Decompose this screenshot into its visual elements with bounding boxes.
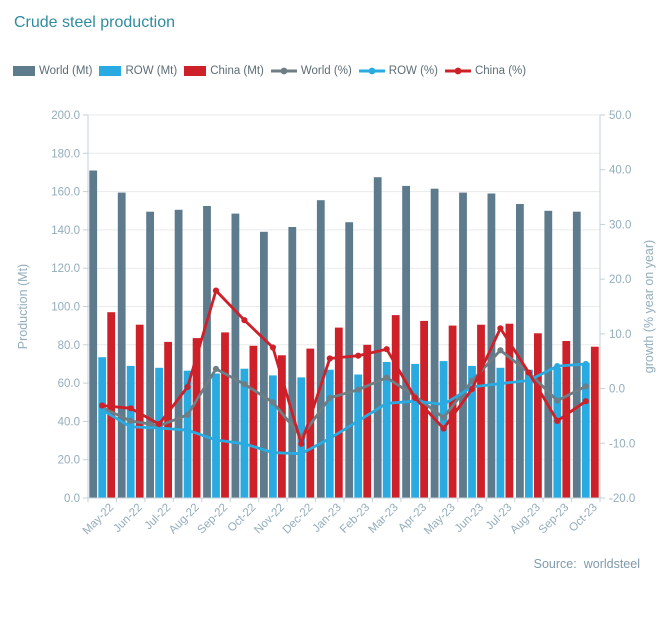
legend-line-swatch-icon (270, 67, 297, 75)
chart-title: Crude steel production (14, 14, 175, 31)
legend-item-china[interactable]: China (%) (444, 65, 527, 77)
svg-text:0.0: 0.0 (64, 493, 80, 505)
legend-bar-swatch-icon (99, 66, 122, 76)
svg-text:Jun-23: Jun-23 (453, 502, 486, 535)
source-note: Source: worldsteel (534, 557, 640, 571)
svg-text:-20.0: -20.0 (609, 493, 635, 505)
source-value: worldsteel (583, 557, 640, 571)
svg-text:80.0: 80.0 (58, 340, 80, 352)
legend-item-row[interactable]: ROW (%) (358, 65, 438, 77)
legend-item-label: ROW (%) (388, 65, 438, 77)
legend-item-label: China (Mt) (210, 65, 264, 77)
axes (83, 114, 605, 502)
chart-legend: World (Mt) ROW (Mt) China (Mt) World (%) ROW… (13, 63, 526, 79)
svg-text:Oct-23: Oct-23 (567, 502, 600, 535)
svg-text:120.0: 120.0 (51, 263, 80, 275)
svg-text:180.0: 180.0 (51, 148, 80, 160)
svg-text:Dec-22: Dec-22 (281, 502, 316, 537)
svg-text:Aug-22: Aug-22 (167, 502, 202, 537)
svg-text:50.0: 50.0 (609, 110, 631, 122)
line-row (99, 360, 589, 457)
svg-text:10.0: 10.0 (609, 329, 631, 341)
right-axis-labels: 50.0 40.0 30.0 20.0 10.0 0.0 -10.0 -20.0 (609, 110, 635, 505)
svg-text:-10.0: -10.0 (609, 438, 635, 450)
legend-item-label: World (%) (300, 65, 352, 77)
svg-text:60.0: 60.0 (58, 378, 80, 390)
svg-text:160.0: 160.0 (51, 187, 80, 199)
svg-text:Jan-23: Jan-23 (311, 502, 344, 535)
legend-item-label: World (Mt) (39, 65, 93, 77)
svg-text:Sep-22: Sep-22 (195, 502, 230, 537)
legend-item-world-mt[interactable]: World (Mt) (13, 65, 92, 77)
svg-text:20.0: 20.0 (58, 455, 80, 467)
svg-text:40.0: 40.0 (609, 165, 631, 177)
svg-text:Mar-23: Mar-23 (367, 502, 401, 536)
svg-text:0.0: 0.0 (609, 384, 625, 396)
legend-item-china-mt[interactable]: China (Mt) (184, 65, 264, 77)
legend-item-row-mt[interactable]: ROW (Mt) (99, 65, 177, 77)
svg-text:Nov-22: Nov-22 (252, 502, 287, 537)
x-axis-labels: May-22Jun-22Jul-22Aug-22Sep-22Oct-22Nov-… (81, 502, 600, 538)
source-label: Source: (533, 557, 577, 571)
legend-line-swatch-icon (444, 67, 471, 75)
legend-item-label: China (%) (474, 65, 527, 77)
svg-text:140.0: 140.0 (51, 225, 80, 237)
svg-text:200.0: 200.0 (51, 110, 80, 122)
line-world (99, 347, 589, 440)
svg-text:30.0: 30.0 (609, 219, 631, 231)
legend-line-swatch-icon (358, 67, 385, 75)
svg-text:Feb-23: Feb-23 (338, 502, 372, 536)
svg-text:Jun-22: Jun-22 (111, 502, 144, 535)
svg-text:Sep-23: Sep-23 (537, 502, 572, 537)
legend-bar-swatch-icon (13, 66, 35, 76)
svg-text:May-23: May-23 (422, 502, 458, 538)
bars-world (89, 170, 581, 499)
svg-text:May-22: May-22 (81, 502, 117, 538)
legend-item-label: ROW (Mt) (125, 65, 178, 77)
right-axis-title: growth (% year on year) (642, 240, 656, 373)
svg-text:40.0: 40.0 (58, 416, 80, 428)
svg-text:100.0: 100.0 (51, 302, 80, 314)
legend-item-world[interactable]: World (%) (270, 65, 352, 77)
legend-bar-swatch-icon (184, 66, 207, 76)
left-axis-labels: 200.0 180.0 160.0 140.0 120.0 100.0 80.0 60.0 40… (51, 110, 80, 505)
left-axis-title: Production (Mt) (16, 264, 30, 349)
svg-text:20.0: 20.0 (609, 274, 631, 286)
svg-text:Aug-23: Aug-23 (508, 502, 543, 537)
line-china (99, 287, 589, 447)
